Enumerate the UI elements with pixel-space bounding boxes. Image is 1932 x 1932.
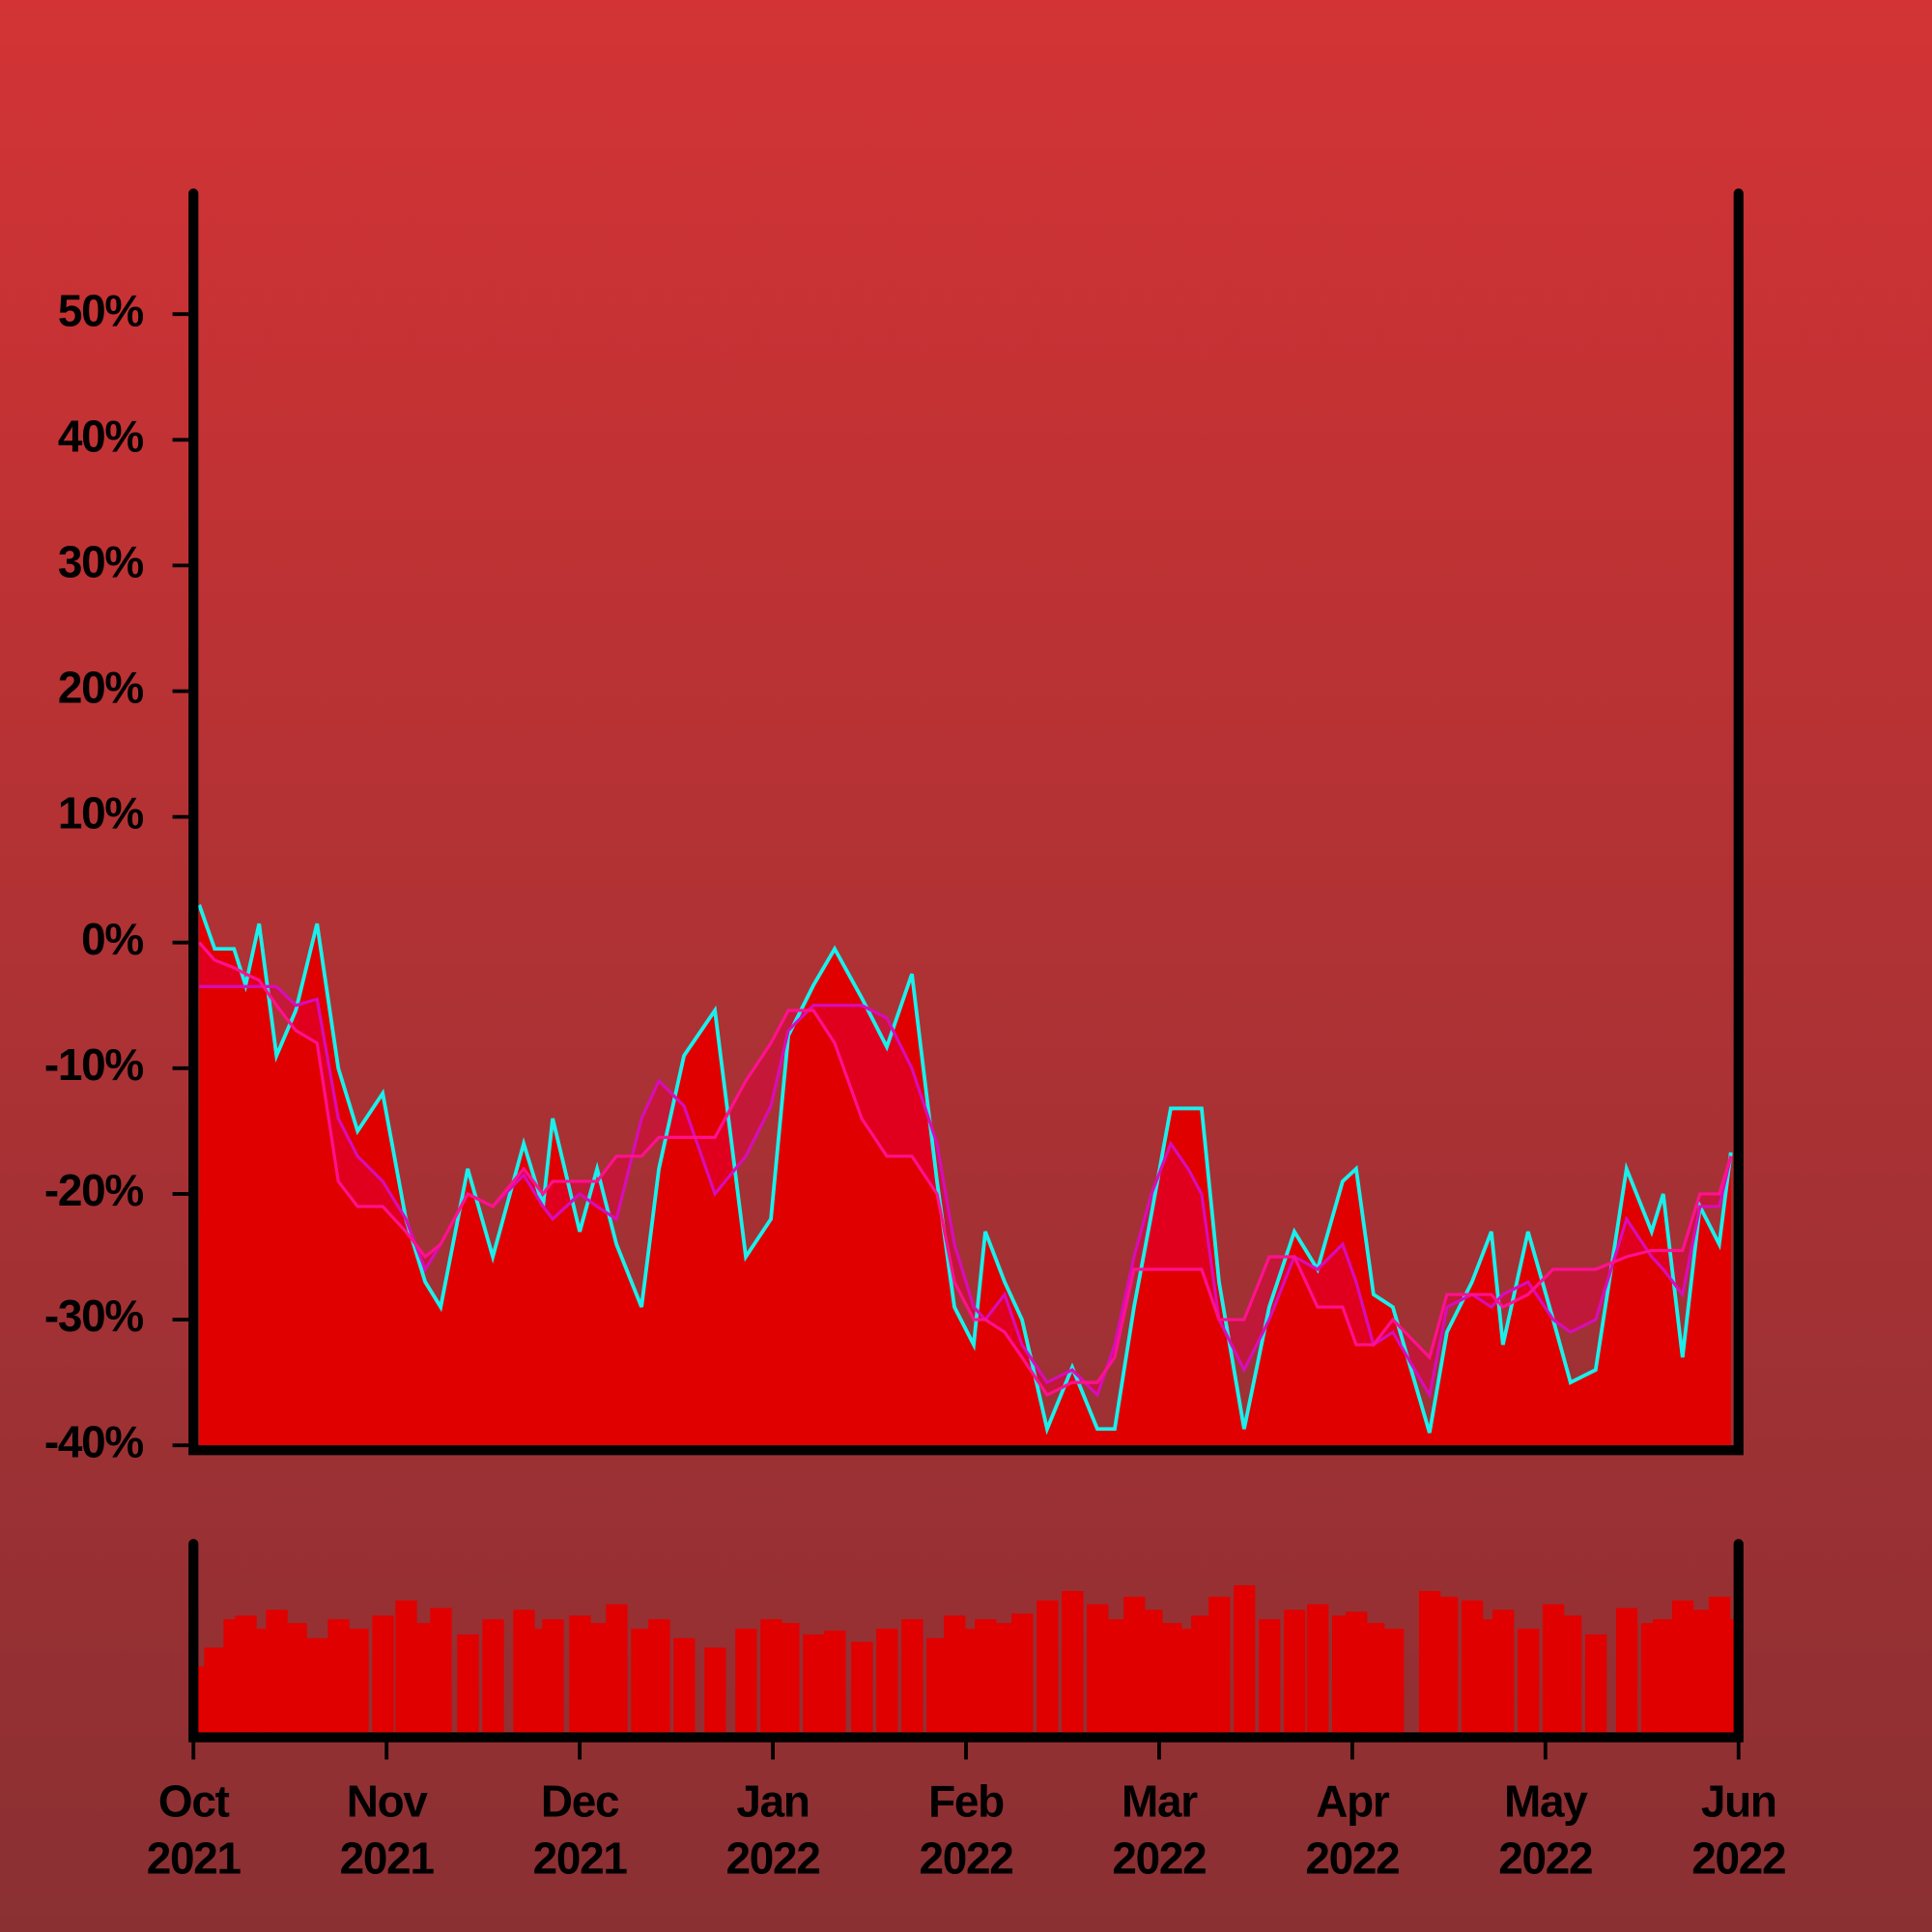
x-tick-label: Jan xyxy=(736,1776,809,1827)
volume-bar xyxy=(372,1615,394,1733)
volume-bar xyxy=(1381,1629,1405,1733)
volume-bar xyxy=(704,1647,726,1733)
volume-bar xyxy=(1584,1634,1607,1733)
x-tick-label: 2022 xyxy=(726,1833,820,1883)
volume-bar xyxy=(395,1600,417,1733)
volume-bar xyxy=(926,1637,949,1733)
volume-axes xyxy=(188,1539,1744,1743)
volume-bar xyxy=(586,1623,609,1733)
volume-bar xyxy=(1011,1613,1034,1733)
volume-bar xyxy=(994,1623,1016,1733)
volume-bar xyxy=(285,1623,307,1733)
price-axes xyxy=(188,188,1744,1456)
volume-bar xyxy=(1517,1629,1540,1733)
band xyxy=(199,942,1731,1396)
x-tick-label: Mar xyxy=(1122,1776,1198,1827)
x-tick-label: May xyxy=(1504,1776,1588,1827)
volume-bar xyxy=(824,1630,846,1733)
volume-bar xyxy=(430,1607,452,1733)
volume-bar xyxy=(1104,1619,1126,1733)
volume-bar xyxy=(1208,1596,1231,1733)
x-tick-label: Nov xyxy=(347,1776,429,1827)
volume-bar xyxy=(778,1623,800,1733)
volume-bar xyxy=(1615,1607,1638,1733)
volume-bar xyxy=(1652,1619,1675,1733)
volume-bar xyxy=(803,1634,825,1733)
volume-bar xyxy=(648,1619,670,1733)
line xyxy=(199,984,1733,1400)
y-tick-label: -40% xyxy=(44,1416,144,1466)
volume-bar xyxy=(1363,1623,1385,1733)
volume-bar xyxy=(569,1615,591,1733)
y-tick-label: 30% xyxy=(58,537,144,587)
y-tick-label: -10% xyxy=(44,1039,144,1090)
volume-bar xyxy=(876,1629,898,1733)
volume-bar xyxy=(606,1604,628,1733)
volume-bar xyxy=(1461,1600,1484,1733)
volume-bar xyxy=(975,1619,997,1733)
line xyxy=(197,904,1733,1435)
volume-bar xyxy=(1160,1623,1182,1733)
y-tick-label: 50% xyxy=(58,285,144,335)
x-tick-label: 2022 xyxy=(1305,1833,1399,1883)
x-tick-label: 2021 xyxy=(340,1833,435,1883)
volume-bar xyxy=(1259,1619,1281,1733)
volume-bar xyxy=(760,1619,782,1733)
volume-bar xyxy=(482,1619,504,1733)
x-tick-label: Jun xyxy=(1701,1776,1776,1827)
volume-bar xyxy=(1191,1615,1213,1733)
volume-bar xyxy=(1307,1604,1329,1733)
x-tick-label: Feb xyxy=(928,1776,1004,1827)
y-tick-label: -20% xyxy=(44,1165,144,1215)
volume-bar xyxy=(851,1641,873,1733)
x-tick-label: 2021 xyxy=(533,1833,628,1883)
volume-bar xyxy=(1037,1600,1059,1733)
volume-bar xyxy=(1346,1611,1368,1733)
volume-bar xyxy=(901,1619,923,1733)
volume-bar xyxy=(1435,1596,1459,1733)
x-tick-label: Apr xyxy=(1316,1776,1390,1827)
volume-bar xyxy=(306,1637,328,1733)
volume-bar xyxy=(1542,1604,1565,1733)
y-tick-label: 10% xyxy=(58,788,144,838)
volume-bar xyxy=(735,1629,757,1733)
volume-bar xyxy=(1141,1609,1163,1733)
x-tick-label: 2022 xyxy=(1498,1833,1592,1883)
volume-bar xyxy=(266,1609,288,1733)
x-tick-label: 2022 xyxy=(1112,1833,1206,1883)
volume-bar xyxy=(457,1634,479,1733)
volume-bar xyxy=(1284,1609,1306,1733)
y-tick-label: 0% xyxy=(81,914,143,964)
x-tick-label: 2022 xyxy=(919,1833,1012,1883)
x-tick-label: 2022 xyxy=(1691,1833,1785,1883)
volume-bar xyxy=(1234,1585,1256,1733)
x-tick-label: 2021 xyxy=(147,1833,242,1883)
y-tick-label: 40% xyxy=(58,411,144,461)
volume-bar xyxy=(347,1629,369,1733)
volume-bar xyxy=(1087,1604,1109,1733)
y-tick-label: 20% xyxy=(58,663,144,713)
line xyxy=(198,941,1733,1398)
volume-bar xyxy=(1671,1600,1694,1733)
volume-bar xyxy=(204,1647,226,1733)
volume-bar xyxy=(1418,1591,1441,1733)
volume-bar xyxy=(631,1629,653,1733)
volume-bar xyxy=(1492,1609,1515,1733)
volume-bar xyxy=(1689,1609,1712,1733)
volume-bar xyxy=(1062,1591,1084,1733)
y-tick-label: -30% xyxy=(44,1291,144,1341)
volume-bar xyxy=(673,1637,696,1733)
volume-bar xyxy=(944,1615,966,1733)
volume-bar xyxy=(248,1629,270,1733)
x-tick-label: Dec xyxy=(541,1776,619,1827)
volume-bar xyxy=(1559,1615,1582,1733)
volume-bar xyxy=(542,1619,564,1733)
volume-bar xyxy=(327,1619,350,1733)
volume-bar xyxy=(513,1609,535,1733)
volume-bar xyxy=(1123,1596,1146,1733)
x-tick-label: Oct xyxy=(158,1776,230,1827)
